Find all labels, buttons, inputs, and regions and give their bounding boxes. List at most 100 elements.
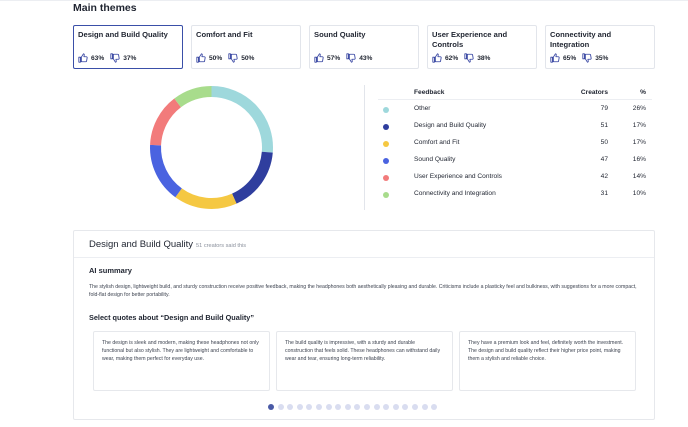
pagination-dot[interactable]	[277, 404, 284, 410]
legend-percent: 14%	[632, 173, 646, 180]
quote-card: The build quality is impressive, with a …	[276, 331, 453, 391]
feedback-donut-chart	[150, 86, 273, 209]
feedback-legend-table: Feedback Creators % Other 79 26% Design …	[378, 84, 652, 202]
chart-divider	[364, 85, 365, 210]
theme-card-sound[interactable]: Sound Quality 57% 43%	[309, 25, 419, 69]
pagination-dot[interactable]	[344, 404, 351, 410]
positive-percent: 50%	[209, 54, 223, 62]
legend-header: Feedback Creators %	[378, 84, 652, 100]
legend-percent: 16%	[632, 156, 646, 163]
pagination-dot[interactable]	[335, 404, 342, 410]
legend-row[interactable]: User Experience and Controls 42 14%	[378, 168, 652, 185]
legend-label: User Experience and Controls	[414, 173, 502, 180]
pagination-dot[interactable]	[392, 404, 399, 410]
theme-card-user-experience[interactable]: User Experience and Controls 62% 38%	[427, 25, 537, 69]
legend-color-dot	[383, 158, 389, 164]
legend-color-dot	[383, 107, 389, 113]
quote-pagination	[268, 404, 438, 410]
donut-slice-user-experience-and-controls[interactable]	[150, 98, 182, 146]
legend-creators: 47	[600, 156, 608, 163]
thumbs-up-icon	[196, 53, 206, 63]
percent-column-header: %	[640, 89, 646, 96]
pagination-dot[interactable]	[287, 404, 294, 410]
thumbs-down-icon	[582, 53, 592, 63]
donut-slice-comfort-and-fit[interactable]	[175, 188, 237, 209]
theme-stats: 50% 50%	[196, 53, 260, 63]
legend-label: Design and Build Quality	[414, 122, 487, 129]
feedback-column-header: Feedback	[414, 89, 445, 96]
theme-name: Connectivity and Integration	[550, 30, 612, 49]
ai-summary-text: The stylish design, lightweight build, a…	[89, 284, 637, 298]
legend-creators: 42	[600, 173, 608, 180]
negative-percent: 37%	[123, 54, 137, 62]
negative-percent: 38%	[477, 54, 491, 62]
legend-percent: 10%	[632, 190, 646, 197]
theme-name: Comfort and Fit	[196, 30, 253, 39]
theme-card-comfort[interactable]: Comfort and Fit 50% 50%	[191, 25, 301, 69]
pagination-dot[interactable]	[296, 404, 303, 410]
legend-row[interactable]: Other 79 26%	[378, 100, 652, 117]
pagination-dot[interactable]	[325, 404, 332, 410]
legend-percent: 17%	[632, 139, 646, 146]
pagination-dot[interactable]	[373, 404, 380, 410]
positive-percent: 65%	[563, 54, 577, 62]
detail-title: Design and Build Quality 51 creators said…	[89, 239, 246, 250]
pagination-dot[interactable]	[354, 404, 361, 410]
theme-card-connectivity[interactable]: Connectivity and Integration 65% 35%	[545, 25, 655, 69]
theme-card-design[interactable]: Design and Build Quality 63% 37%	[73, 25, 183, 69]
top-divider	[0, 0, 688, 1]
pagination-dot[interactable]	[383, 404, 390, 410]
legend-row[interactable]: Sound Quality 47 16%	[378, 151, 652, 168]
donut-slice-other[interactable]	[211, 86, 273, 153]
legend-row[interactable]: Connectivity and Integration 31 10%	[378, 185, 652, 202]
legend-label: Comfort and Fit	[414, 139, 460, 146]
thumbs-up-icon	[432, 53, 442, 63]
legend-color-dot	[383, 141, 389, 147]
thumbs-up-icon	[314, 53, 324, 63]
ai-summary-heading: AI summary	[89, 266, 132, 275]
theme-stats: 63% 37%	[78, 53, 142, 63]
theme-stats: 57% 43%	[314, 53, 378, 63]
donut-slice-connectivity-and-integration[interactable]	[174, 86, 212, 108]
legend-row[interactable]: Comfort and Fit 50 17%	[378, 134, 652, 151]
negative-percent: 43%	[359, 54, 373, 62]
legend-label: Sound Quality	[414, 156, 456, 163]
detail-divider	[74, 257, 654, 258]
creators-column-header: Creators	[580, 89, 608, 96]
legend-percent: 17%	[632, 122, 646, 129]
theme-name: User Experience and Controls	[432, 30, 508, 49]
theme-name: Sound Quality	[314, 30, 366, 39]
theme-stats: 65% 35%	[550, 53, 614, 63]
negative-percent: 50%	[241, 54, 255, 62]
legend-creators: 31	[600, 190, 608, 197]
donut-slice-sound-quality[interactable]	[150, 144, 183, 198]
thumbs-down-icon	[464, 53, 474, 63]
positive-percent: 62%	[445, 54, 459, 62]
thumbs-up-icon	[550, 53, 560, 63]
detail-title-text: Design and Build Quality	[89, 239, 194, 250]
theme-detail-panel: Design and Build Quality 51 creators said…	[73, 230, 655, 420]
pagination-dot[interactable]	[363, 404, 370, 410]
legend-percent: 26%	[632, 105, 646, 112]
pagination-dot[interactable]	[402, 404, 409, 410]
pagination-dot[interactable]	[431, 404, 438, 410]
pagination-dot[interactable]	[315, 404, 322, 410]
thumbs-down-icon	[110, 53, 120, 63]
legend-row[interactable]: Design and Build Quality 51 17%	[378, 117, 652, 134]
legend-creators: 50	[600, 139, 608, 146]
thumbs-down-icon	[228, 53, 238, 63]
quotes-heading: Select quotes about “Design and Build Qu…	[89, 313, 255, 322]
donut-slice-design-and-build-quality[interactable]	[231, 151, 273, 204]
pagination-dot[interactable]	[421, 404, 428, 410]
legend-color-dot	[383, 124, 389, 130]
positive-percent: 57%	[327, 54, 341, 62]
theme-name: Design and Build Quality	[78, 30, 168, 39]
section-title: Main themes	[73, 2, 137, 14]
pagination-dot[interactable]	[306, 404, 313, 410]
negative-percent: 35%	[595, 54, 609, 62]
quote-card: They have a premium look and feel, defin…	[459, 331, 636, 391]
legend-label: Connectivity and Integration	[414, 190, 496, 197]
pagination-dot[interactable]	[411, 404, 418, 410]
pagination-dot[interactable]	[268, 404, 274, 410]
legend-creators: 79	[600, 105, 608, 112]
